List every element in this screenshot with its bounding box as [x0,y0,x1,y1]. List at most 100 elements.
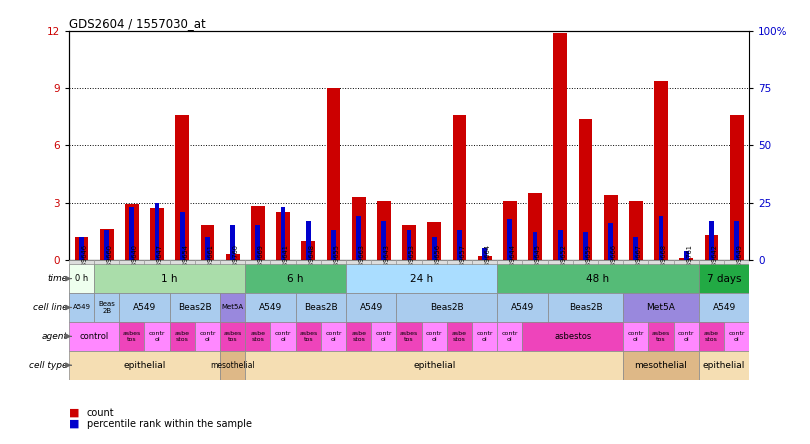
Text: contr
ol: contr ol [325,331,342,341]
Bar [680,258,693,260]
Text: GSM139669: GSM139669 [258,244,264,284]
Bar [195,322,220,351]
Text: GSM139641: GSM139641 [283,244,289,284]
Text: percentile rank within the sample: percentile rank within the sample [87,419,252,429]
Bar [724,260,749,313]
Text: 24 h: 24 h [410,274,433,284]
Text: 0 h: 0 h [75,274,88,283]
Bar [169,260,195,313]
Text: 1 h: 1 h [161,274,178,284]
Text: mesothelial: mesothelial [211,361,255,370]
Text: contr
ol: contr ol [426,331,442,341]
Bar [553,33,567,260]
Bar [296,260,321,313]
Bar [94,260,119,313]
Bar [220,293,245,322]
Bar [321,322,346,351]
Text: GSM139648: GSM139648 [309,244,314,284]
Bar [548,293,623,322]
Text: GSM139664: GSM139664 [484,244,491,284]
Text: Beas
2B: Beas 2B [98,301,115,314]
Bar [230,226,235,260]
Text: GSM139761: GSM139761 [686,244,693,284]
Bar [321,260,346,313]
Bar [276,212,290,260]
Text: time: time [48,274,68,283]
Bar [428,222,441,260]
Text: A549: A549 [511,303,534,312]
Bar [175,115,190,260]
Text: contr
ol: contr ol [678,331,694,341]
Bar [558,230,563,260]
Bar [548,260,573,313]
Bar [422,260,447,313]
Bar [402,226,416,260]
Bar [94,293,119,322]
Bar [472,322,497,351]
Bar [654,81,668,260]
Bar [432,237,437,260]
Bar [674,260,699,313]
Text: asbes
tos: asbes tos [224,331,241,341]
Bar [201,226,215,260]
Bar [608,223,613,260]
Bar [705,235,718,260]
Bar [352,197,365,260]
Bar [296,322,321,351]
Bar [326,88,340,260]
Text: GSM139668: GSM139668 [661,244,667,284]
Bar [734,221,739,260]
Text: GSM139661: GSM139661 [207,244,214,284]
Bar [497,293,548,322]
Bar [271,260,296,313]
Bar [346,322,371,351]
Text: cell type: cell type [29,361,68,370]
Bar [169,322,195,351]
Text: cell line: cell line [33,303,68,312]
Text: Beas2B: Beas2B [304,303,338,312]
Text: asbes
tos: asbes tos [400,331,418,341]
Bar [280,207,285,260]
Bar [533,232,538,260]
Bar [119,322,144,351]
Bar [346,260,371,313]
Bar [180,212,185,260]
Text: ■: ■ [69,408,79,418]
Text: A549: A549 [360,303,383,312]
Bar [583,232,588,260]
Bar [144,260,169,313]
Bar [699,293,749,322]
Text: mesothelial: mesothelial [634,361,688,370]
Text: 48 h: 48 h [586,274,610,284]
Text: A549: A549 [259,303,282,312]
Bar [346,264,497,293]
Bar [674,322,699,351]
Text: GSM139653: GSM139653 [409,244,415,284]
Bar [301,241,315,260]
Bar [220,351,245,380]
Text: ■: ■ [69,419,79,429]
Text: contr
ol: contr ol [376,331,392,341]
Text: GSM139660: GSM139660 [107,244,113,284]
Bar [684,250,688,260]
Text: asbe
stos: asbe stos [175,331,190,341]
Text: GSM139652: GSM139652 [561,244,566,284]
Text: control: control [79,332,109,341]
Bar [271,322,296,351]
Bar [69,293,94,322]
Text: GSM139760: GSM139760 [232,244,239,284]
Bar [453,115,467,260]
Bar [331,230,336,260]
Bar [382,221,386,260]
Bar [699,351,749,380]
Text: Beas2B: Beas2B [178,303,211,312]
Bar [699,260,724,313]
Bar [100,229,113,260]
Text: 7 days: 7 days [707,274,741,284]
Bar [104,230,109,260]
Bar [447,260,472,313]
Text: GSM139643: GSM139643 [384,244,390,284]
Bar [346,293,396,322]
Bar [245,351,623,380]
Bar [205,237,210,260]
